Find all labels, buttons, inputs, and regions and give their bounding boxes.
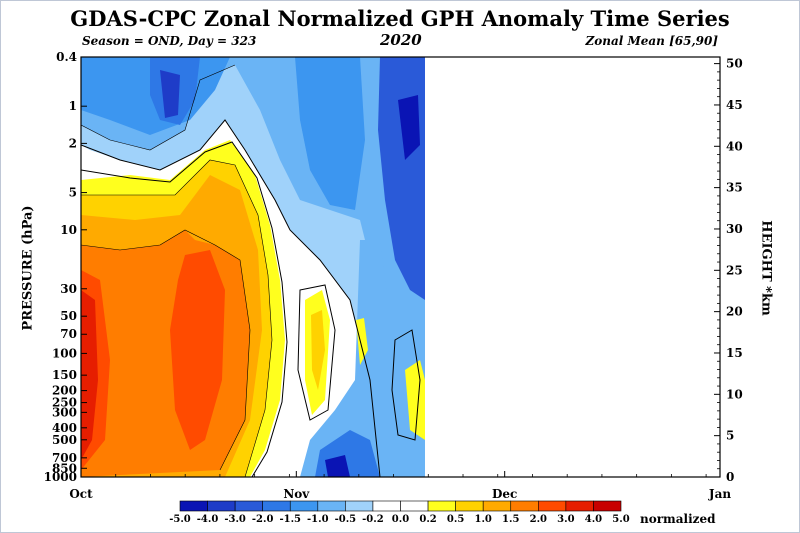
anomaly-field <box>81 57 425 477</box>
height-tick-label-1: 5 <box>726 429 734 443</box>
pressure-tick-label-15: 700 <box>52 451 77 465</box>
height-tick-label-7: 35 <box>726 181 743 195</box>
pressure-tick-label-10: 200 <box>52 384 77 398</box>
colorbar-label-7: -0.2 <box>362 514 384 525</box>
colorbar-unit: normalized <box>640 512 716 526</box>
height-tick-label-5: 25 <box>726 263 743 277</box>
colorbar-swatch-12 <box>510 500 539 512</box>
pressure-tick-label-12: 300 <box>52 405 77 419</box>
colorbar-swatch-7 <box>372 500 401 512</box>
pressure-tick-label-6: 50 <box>60 309 77 323</box>
colorbar-swatch-9 <box>427 500 456 512</box>
year-subtitle: 2020 <box>380 31 422 49</box>
pressure-tick-label-1: 1 <box>69 99 77 113</box>
colorbar-swatch-15 <box>593 500 622 512</box>
height-tick-label-0: 0 <box>726 470 734 484</box>
colorbar-label-6: -0.5 <box>335 514 357 525</box>
plot-border <box>80 56 721 478</box>
colorbar-swatch-2 <box>234 500 263 512</box>
colorbar-label-15: 4.0 <box>585 514 602 525</box>
colorbar-swatch-1 <box>207 500 236 512</box>
pressure-tick-label-2: 2 <box>69 136 77 150</box>
pressure-tick-label-11: 250 <box>52 396 77 410</box>
colorbar-swatch-14 <box>565 500 594 512</box>
height-tick-label-4: 20 <box>726 305 743 319</box>
pressure-tick-label-13: 400 <box>52 421 77 435</box>
colorbar-label-14: 3.0 <box>557 514 574 525</box>
pressure-tick-label-5: 30 <box>60 282 77 296</box>
colorbar-label-8: 0.0 <box>392 514 409 525</box>
pressure-tick-label-7: 70 <box>60 327 77 341</box>
pressure-tick-label-0: 0.4 <box>56 50 77 64</box>
colorbar-swatch-3 <box>262 500 291 512</box>
height-tick-label-9: 45 <box>726 98 743 112</box>
time-tick-label-0: Oct <box>69 487 93 501</box>
pressure-tick-label-14: 500 <box>52 433 77 447</box>
colorbar-label-2: -3.0 <box>224 514 246 525</box>
colorbar-label-16: 5.0 <box>612 514 629 525</box>
height-ticks: 0 5 10 15 20 25 30 35 40 45 50 <box>714 57 743 484</box>
time-tick-label-2: Dec <box>492 487 517 501</box>
pressure-tick-label-4: 10 <box>60 223 77 237</box>
pressure-tick-label-16: 850 <box>52 461 77 475</box>
height-tick-label-2: 10 <box>726 387 743 401</box>
season-subtitle: Season = OND, Day = 323 <box>82 34 257 48</box>
colorbar-swatch-11 <box>482 500 512 512</box>
colorbar-label-11: 1.0 <box>474 514 491 525</box>
colorbar-swatch-4 <box>289 500 319 512</box>
colorbar-label-3: -2.0 <box>252 514 274 525</box>
height-tick-label-8: 40 <box>726 139 743 153</box>
colorbar-label-12: 1.5 <box>502 514 519 525</box>
pressure-tick-label-8: 100 <box>52 346 77 360</box>
colorbar-label-9: 0.2 <box>419 514 436 525</box>
time-tick-label-1: Nov <box>283 487 310 501</box>
height-tick-label-3: 15 <box>726 346 743 360</box>
colorbar-swatch-0 <box>179 500 208 512</box>
colorbar-label-5: -1.0 <box>307 514 329 525</box>
pressure-tick-label-17: 1000 <box>44 470 77 484</box>
colorbar-label-1: -4.0 <box>197 514 219 525</box>
time-tick-label-3: Jan <box>708 487 731 501</box>
height-tick-label-10: 50 <box>726 57 743 71</box>
colorbar-swatch-13 <box>538 500 567 512</box>
colorbar-swatch-5 <box>317 500 346 512</box>
colorbar-swatch-8 <box>400 500 429 512</box>
colorbar: -5.0 -4.0 -3.0 -2.0 -1.5 -1.0 -0.5 -0.2 0.0 0.2 0.… <box>169 500 716 526</box>
pressure-tick-label-3: 5 <box>69 186 77 200</box>
colorbar-label-4: -1.5 <box>279 514 301 525</box>
colorbar-label-0: -5.0 <box>169 514 191 525</box>
colorbar-label-13: 2.0 <box>530 514 547 525</box>
time-ticks: Oct Nov Dec Jan <box>69 471 731 501</box>
height-tick-label-6: 30 <box>726 222 743 236</box>
chart-title: GDAS-CPC Zonal Normalized GPH Anomaly Ti… <box>70 6 730 31</box>
pressure-tick-label-9: 150 <box>52 368 77 382</box>
colorbar-swatch-6 <box>345 500 374 512</box>
zonal-mean-subtitle: Zonal Mean [65,90] <box>585 34 718 48</box>
colorbar-label-10: 0.5 <box>447 514 464 525</box>
colorbar-swatch-10 <box>455 500 484 512</box>
